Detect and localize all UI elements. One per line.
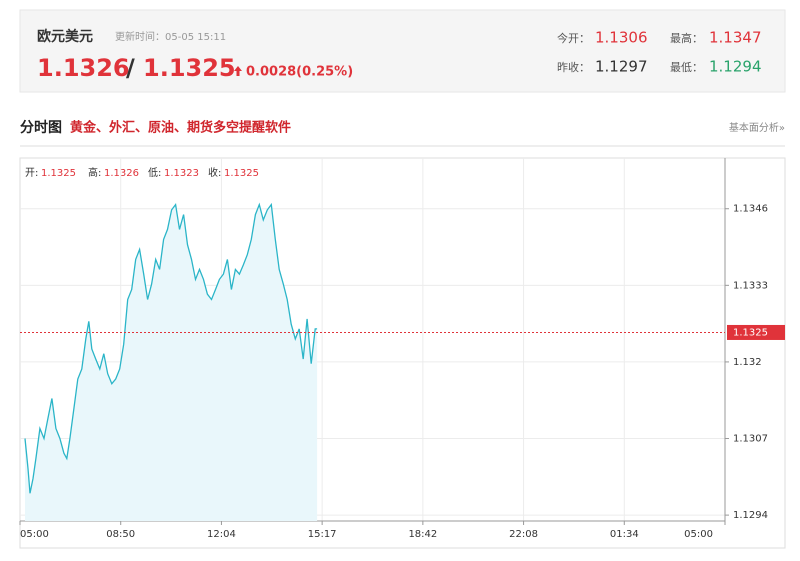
- section-title: 分时图: [20, 119, 62, 136]
- area: [25, 204, 318, 521]
- price-line: [24, 202, 318, 494]
- stat-value: 1.1294: [709, 58, 762, 76]
- x-tick-label: 05:00: [684, 529, 713, 540]
- info-value: 1.1325: [41, 168, 76, 179]
- stat-label: 最高：: [670, 31, 703, 45]
- chart-frame: [19, 157, 786, 549]
- stat-label: 今开：: [557, 31, 590, 45]
- info-value: 1.1325: [224, 168, 259, 179]
- y-tick-label: 1.1294: [733, 510, 768, 521]
- stat-value: 1.1297: [595, 58, 648, 76]
- ref-label: 1.1325: [733, 327, 768, 338]
- quote-panel: [19, 9, 786, 93]
- pair-title: 欧元美元: [37, 28, 93, 45]
- x-tick-label: 12:04: [207, 529, 236, 540]
- chart: 开: 1.1325 高: 1.1326 低: 1.1323 收: 1.13251.12941.…: [19, 158, 785, 540]
- ref-label-box: [727, 324, 785, 340]
- y-tick-label: 1.132: [733, 357, 762, 368]
- update-time: 更新时间：05-05 15:11: [115, 30, 226, 43]
- y-tick-label: 1.1333: [733, 280, 768, 291]
- stat-value: 1.1306: [595, 29, 648, 47]
- stat-label: 昨收：: [557, 60, 590, 74]
- info-label: 高:: [88, 166, 101, 179]
- info-label: 开:: [25, 168, 38, 179]
- up-arrow: [234, 66, 242, 76]
- bid-price: 1.1326: [37, 54, 130, 82]
- price-change: 0.0028(0.25%): [246, 65, 353, 80]
- info-label: 收:: [208, 166, 221, 179]
- x-tick-label: 05:00: [20, 529, 49, 540]
- ask-price: 1.1325: [143, 54, 236, 82]
- x-tick-label: 18:42: [408, 529, 437, 540]
- x-tick-label: 01:34: [610, 529, 639, 540]
- stat-label: 最低：: [670, 61, 703, 74]
- stat-value: 1.1347: [709, 29, 762, 47]
- x-tick-label: 08:50: [106, 529, 135, 540]
- analysis-link[interactable]: 基本面分析»: [729, 121, 785, 134]
- y-tick-label: 1.1346: [733, 204, 768, 215]
- promo-link[interactable]: 黄金、外汇、原油、期货多空提醒软件: [70, 120, 291, 136]
- info-value: 1.1326: [104, 168, 139, 179]
- info-label: 低:: [148, 166, 161, 179]
- x-tick-label: 22:08: [509, 529, 538, 540]
- price-separator: /: [126, 54, 135, 82]
- info-value: 1.1323: [164, 168, 199, 179]
- y-tick-label: 1.1307: [733, 434, 768, 445]
- x-tick-label: 15:17: [308, 529, 337, 540]
